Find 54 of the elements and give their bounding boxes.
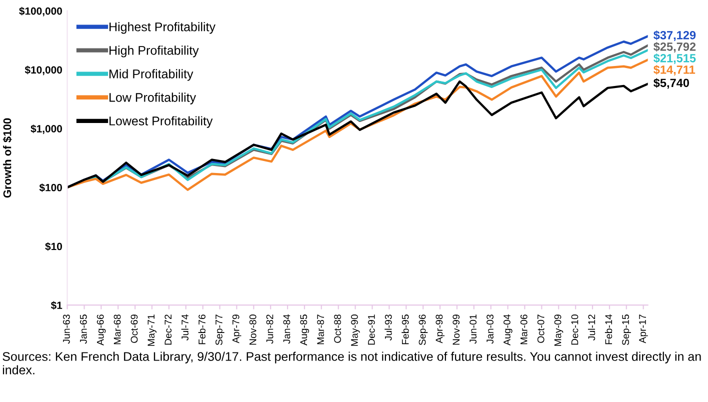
annotation: $21,515: [654, 53, 696, 64]
x-tick-label: Nov-80: [249, 314, 256, 345]
x-tick-label: Jun-82: [266, 314, 274, 344]
x-tick-label: Mar-06: [520, 314, 528, 344]
x-tick-label: Sep-77: [216, 314, 224, 346]
legend-label: Highest Profitability: [110, 22, 216, 34]
annotation: $37,129: [654, 30, 696, 42]
x-tick-label: Feb-95: [402, 314, 409, 344]
x-tick-label: Jan-03: [486, 314, 494, 344]
x-tick-label: May-09: [554, 314, 564, 346]
x-tick-label: Mar-87: [317, 314, 324, 344]
x-tick-label: Dec-10: [571, 314, 578, 345]
x-tick-label: Apr-79: [232, 314, 242, 344]
x-tick-label: Oct-07: [537, 314, 544, 343]
legend-label: Low Profitability: [110, 92, 196, 104]
y-tick-label: $100,000: [19, 6, 62, 16]
y-axis-title: Growth of $100: [2, 118, 12, 198]
annotation: $14,711: [654, 64, 696, 76]
y-tick-label: $10: [45, 242, 62, 251]
x-tick-label: Jan-84: [283, 314, 290, 344]
x-tick-label: Jul-12: [588, 314, 596, 340]
line-series: [67, 80, 648, 189]
x-tick-label: Sep-15: [622, 314, 631, 346]
x-tick-label: Feb-14: [604, 314, 612, 344]
x-tick-label: Sep-96: [418, 314, 428, 346]
x-tick-label: Dec-91: [368, 314, 375, 345]
x-tick-label: May-90: [351, 314, 360, 346]
source-note: Sources: Ken French Data Library, 9/30/17. Past performance is not indicative of future results. You cannot invest directly in an index.: [2, 352, 701, 374]
x-tick-label: May-71: [148, 314, 156, 346]
legend-label: High Profitability: [110, 46, 199, 58]
y-tick-label: $1: [50, 301, 62, 310]
x-tick-label: Jul-93: [384, 314, 392, 340]
x-tick-label: Apr-17: [639, 314, 648, 344]
x-tick-label: Oct-88: [334, 314, 341, 343]
x-tick-label: Nov-99: [452, 314, 460, 345]
x-tick-label: Aug-04: [504, 314, 512, 346]
x-tick-label: Aug-85: [300, 314, 310, 346]
legend-label: Mid Profitability: [110, 69, 194, 81]
y-tick-label: $100: [39, 183, 62, 192]
x-tick-label: Jul-74: [181, 314, 188, 340]
legend-label: Lowest Profitability: [110, 116, 213, 128]
x-tick-label: Feb-76: [198, 314, 206, 344]
x-tick-label: Oct-69: [130, 314, 138, 343]
x-tick-label: Apr-98: [436, 314, 445, 344]
x-tick-label: Mar-68: [114, 314, 121, 344]
x-tick-label: Jun-01: [470, 314, 477, 344]
y-tick-label: $1,000: [30, 124, 62, 134]
annotation: $25,792: [654, 42, 696, 53]
y-tick-label: $10,000: [24, 66, 62, 76]
x-tick-label: Jun-63: [62, 314, 70, 344]
x-tick-label: Jan-65: [80, 314, 87, 344]
annotation: $5,740: [654, 78, 689, 89]
x-tick-label: Dec-72: [164, 314, 172, 345]
x-tick-label: Aug-66: [96, 314, 106, 346]
